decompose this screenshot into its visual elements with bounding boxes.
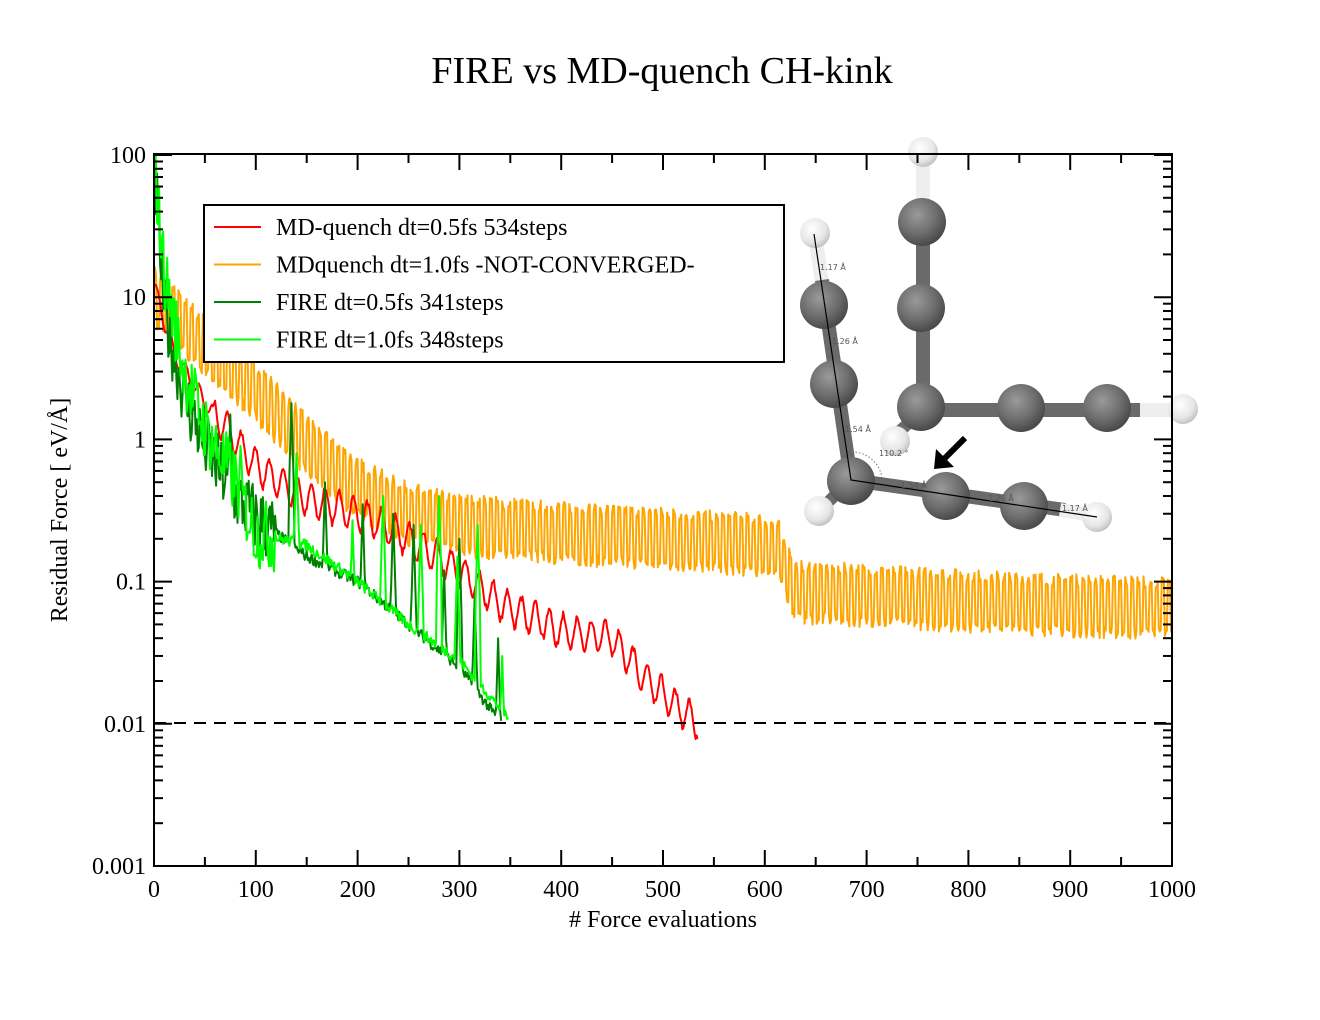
legend-label: FIRE dt=1.0fs 348steps [276,328,504,354]
hydrogen-atom [908,137,938,167]
x-tick-label: 500 [645,877,681,903]
carbon-atom [1083,384,1131,432]
angle-label: 110.2 ° [879,449,908,458]
x-tick-label: 900 [1052,877,1088,903]
chart-title: FIRE vs MD-quench CH-kink [431,50,892,92]
y-tick-label: 1 [134,427,146,453]
carbon-atom [922,472,970,520]
x-tick-label: 200 [340,877,376,903]
carbon-atom [897,383,945,431]
x-tick-label: 800 [950,877,986,903]
legend-label: FIRE dt=0.5fs 341steps [276,290,504,316]
axis-ticks [153,154,1173,867]
x-tick-label: 400 [543,877,579,903]
hydrogen-atom [804,496,834,526]
x-tick-label: 100 [238,877,274,903]
bond-label: 1.26 Å [832,335,858,346]
bond-label: 1.54 Å [845,423,871,434]
hydrogen-atom [880,426,910,456]
y-tick-label: 0.001 [92,854,146,880]
series-layer [154,154,1173,741]
carbon-atom [897,284,945,332]
x-tick-label: 600 [747,877,783,903]
series-line-1 [154,283,699,741]
arrow-icon [934,435,968,469]
x-tick-label: 300 [441,877,477,903]
y-tick-label: 100 [110,143,146,169]
carbon-atom [810,360,858,408]
legend-label: MDquench dt=1.0fs -NOT-CONVERGED- [276,253,695,279]
legend: MD-quench dt=0.5fs 534steps MDquench dt=1… [203,204,785,363]
y-tick-label: 10 [122,285,146,311]
measurement-line [813,233,1098,518]
legend-label: MD-quench dt=0.5fs 534steps [276,215,568,241]
carbon-atom [997,384,1045,432]
bond-label: 1.54 Å [901,479,927,490]
legend-box [203,204,785,363]
angle-arc [851,451,883,479]
bond-label: 1.17 Å [1062,502,1088,513]
hydrogen-atom [1168,394,1198,424]
molecule-inset: 1.17 Å 1.26 Å 1.54 Å 1.54 Å 1.26 Å 1.17 … [800,137,1198,532]
carbon-atom [827,457,875,505]
y-tick-labels: 0.001 0.01 0.1 1 10 100 [92,143,146,880]
y-tick-label: 0.01 [104,712,146,738]
x-tick-label: 0 [148,877,160,903]
carbon-atom [800,281,848,329]
bond-label: 1.26 Å [988,492,1014,503]
y-tick-label: 0.1 [116,570,146,596]
y-axis-label: Residual Force [ eV/Å] [47,398,73,623]
hydrogen-atom [800,218,830,248]
bond-label: 1.17 Å [820,261,846,272]
x-tick-label: 700 [849,877,885,903]
carbon-atom [898,198,946,246]
series-line-2 [154,266,1173,640]
series-line-4 [154,154,510,720]
x-tick-label: 1000 [1148,877,1196,903]
x-tick-labels: 0 100 200 300 400 500 600 700 800 900 1000 [148,877,1196,903]
x-axis-label: # Force evaluations [569,907,757,933]
